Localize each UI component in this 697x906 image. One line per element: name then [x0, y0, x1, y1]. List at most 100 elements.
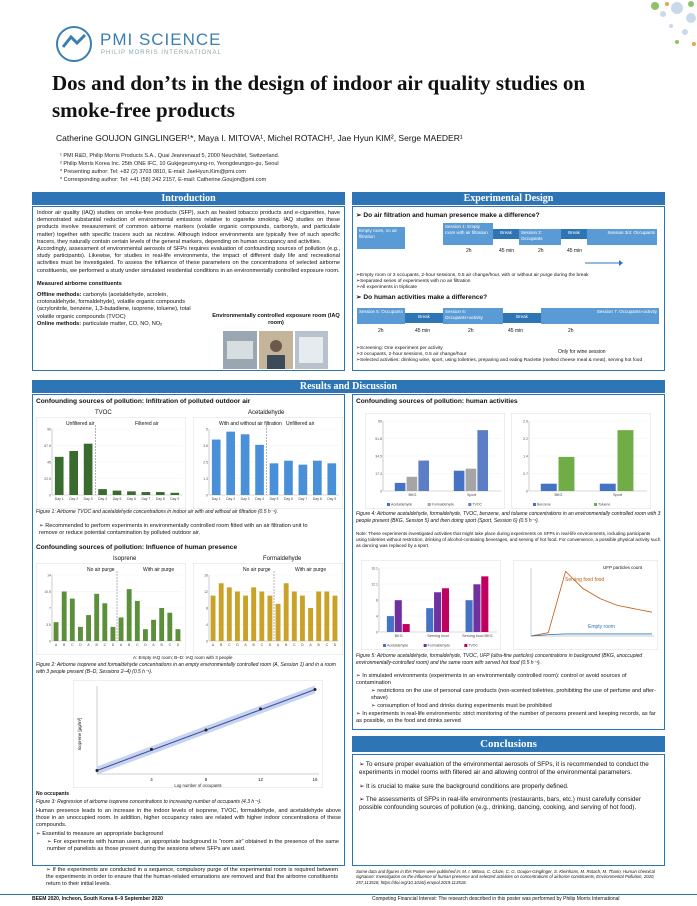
exp-header: Experimental Design: [352, 192, 665, 205]
y-tick-label: 67.5: [44, 444, 51, 448]
y-tick-label: 5: [206, 428, 208, 432]
y-tick-label: 2.5: [203, 461, 208, 465]
simulated-bullet-a: ➢ restrictions on the use of personal ca…: [371, 688, 656, 702]
abcd-legend: A: Empty IAQ room; B–D: IAQ room with 3 …: [133, 655, 233, 660]
bar: [175, 629, 181, 641]
x-tick-label: C: [169, 643, 172, 647]
x-tick-label: C: [71, 643, 74, 647]
x-tick-label: B: [285, 643, 288, 647]
y-tick-label: 17.3: [375, 472, 382, 476]
bar: [143, 629, 148, 641]
authors: Catherine GOUJON GINGLINGER¹*, Maya I. M…: [56, 133, 463, 143]
bar: [218, 583, 224, 641]
legend-label: TVOC: [468, 644, 478, 648]
legend-label: Acetaldehyde: [391, 503, 412, 507]
formaldehyde-title: Formaldehyde: [263, 556, 302, 562]
ufp-chart: [513, 560, 658, 650]
unfiltered-label-2: Unfiltered air: [286, 421, 315, 427]
bar: [69, 451, 78, 495]
x-tick-label: A: [277, 643, 280, 647]
x-tick-label: A: [120, 643, 123, 647]
x-tick-label: Day 6: [127, 497, 136, 501]
tvoc-chart: 0 22.5 45 67.5 90 Day 1 Day 2 Day 3 Day 4 Day 5 Da…: [36, 417, 186, 509]
y-tick-label: 14: [47, 574, 51, 578]
y-tick-label: 1.4: [523, 455, 528, 459]
data-point: [150, 747, 153, 751]
regression-chart: 4 8 12 16 Log number of occupants Isoprene [µ…: [73, 680, 323, 788]
x-tick-label: Day 1: [212, 497, 221, 501]
x-tick-label: Day 4: [255, 497, 264, 501]
intro-paragraph-1: Indoor air quality (IAQ) studies on smok…: [37, 210, 340, 245]
activities-note: Note: These experiments investigated act…: [356, 531, 661, 548]
figure-5-caption: Figure 5: Airborne acetaldehyde, formald…: [356, 653, 643, 666]
bar: [156, 492, 165, 495]
x-tick-label: 4: [150, 777, 153, 782]
bar: [406, 476, 418, 491]
y-tick-label: 34.5: [375, 455, 382, 459]
data-point: [313, 688, 317, 692]
series-line: [530, 570, 653, 637]
bar: [170, 492, 180, 495]
x-tick-label: Day 9: [170, 497, 179, 501]
bar: [291, 591, 297, 641]
real-life-bullet: ➢ In experiments in real-life environmen…: [356, 711, 656, 725]
figure-4-caption: Figure 4: Airborne acetaldehyde, formald…: [356, 511, 661, 524]
bar: [159, 608, 165, 641]
bar: [617, 430, 634, 491]
results-heading-1: Confounding sources of pollution: Infilt…: [36, 398, 251, 405]
y-tick-label: 7: [49, 607, 51, 611]
x-tick-label: B: [220, 643, 223, 647]
data-point: [259, 707, 262, 711]
x-tick-label: Serving food BKG: [462, 634, 492, 638]
results-left-box: Confounding sources of pollution: Infilt…: [32, 394, 345, 866]
y-tick-label: 12.1: [371, 583, 378, 587]
bar: [235, 591, 240, 641]
x-tick-label: A: [244, 643, 247, 647]
y-tick-label: 1.3: [203, 477, 208, 481]
figure-1-caption: Figure 1: Airborne TVOC and acetaldehyde…: [36, 509, 279, 515]
chart-frame: [513, 560, 658, 650]
y-tick-label: 12: [204, 590, 208, 594]
background-bullet-b: ➢ If the experiments are conducted in a …: [46, 867, 338, 888]
results-heading-3: Confounding sources of pollution: human …: [356, 398, 518, 405]
decorative-dots: [651, 1, 696, 46]
intro-paragraph-2: Accordingly, assessment of environmental…: [37, 246, 340, 274]
affiliations: ¹ PMI R&D, Philip Morris Products S.A., …: [60, 153, 280, 183]
simulated-bullet-b: ➢ consumption of food and drinks during …: [371, 703, 552, 709]
timeline2-dur-2: 45 min: [415, 328, 431, 334]
x-tick-label: B: [63, 643, 66, 647]
bar: [83, 443, 93, 495]
activities-chart-2: 0 0.7 1.4 2.2 2.9 BKG Sport Benzene Toluene: [511, 413, 651, 509]
figure-2-caption: Figure 2: Airborne isoprene and formalde…: [36, 662, 336, 675]
timeline1-step-1: Empty room, no air filtration: [357, 227, 405, 249]
x-tick-label: D: [269, 643, 272, 647]
results-header: Results and Discussion: [32, 380, 665, 393]
x-tick-label: B: [96, 643, 99, 647]
x-axis-label: Log number of occupants: [174, 783, 221, 788]
exp-box: ➢ Do air filtration and human presence m…: [352, 206, 665, 371]
bar: [441, 588, 450, 632]
offline-methods: Offline methods: carbonyls (acetaldehyde…: [37, 292, 191, 320]
bar: [540, 483, 557, 491]
y-tick-label: 3.8: [203, 444, 208, 448]
bar: [251, 587, 257, 641]
x-tick-label: Day 8: [156, 497, 165, 501]
timeline1-dur-4: 45 min: [567, 248, 583, 254]
x-tick-label: Day 6: [284, 497, 293, 501]
conclusions-header: Conclusions: [352, 736, 665, 752]
timeline1-break-1: Break: [493, 229, 519, 239]
with-purge-label: With air purge: [143, 567, 175, 573]
x-tick-label: BKG: [554, 493, 562, 497]
bar: [61, 591, 67, 641]
x-tick-label: C: [136, 643, 139, 647]
filtered-label: Filtered air: [135, 421, 159, 427]
data-point: [95, 768, 99, 772]
online-methods: Online methods: particulate matter, CO, …: [37, 320, 162, 327]
timeline1-dur-2: 45 min: [499, 248, 515, 254]
timeline2-break-1: Break: [405, 313, 443, 323]
with-without-label: With and without air filtration: [219, 421, 282, 427]
y-tick-label: 4: [206, 623, 208, 627]
tvoc-title: TVOC: [95, 410, 112, 416]
bar: [434, 592, 442, 632]
x-tick-label: Day 5: [270, 497, 279, 501]
